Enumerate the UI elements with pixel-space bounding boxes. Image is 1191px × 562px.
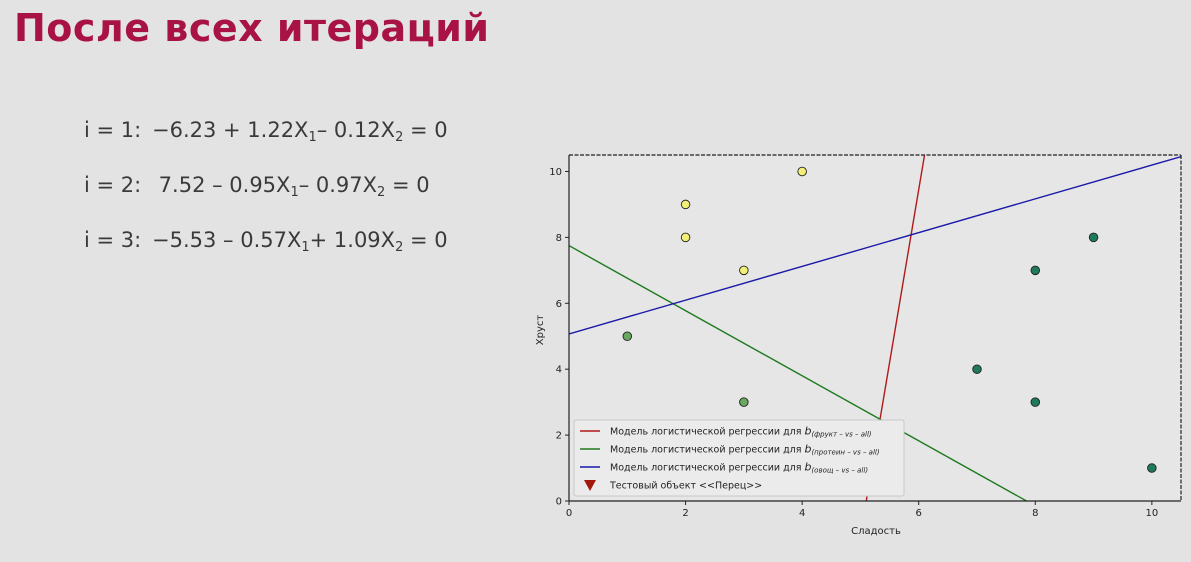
slide-title: После всех итераций bbox=[14, 6, 490, 50]
y-axis-label: Хруст bbox=[535, 315, 546, 346]
legend-label-4: Тестовый объект <<Перец>> bbox=[609, 481, 762, 492]
x-tick-label: 10 bbox=[1145, 508, 1158, 519]
data-point bbox=[680, 232, 691, 243]
series-line-2 bbox=[569, 245, 1027, 501]
subscript: 2 bbox=[377, 185, 386, 200]
data-point bbox=[622, 331, 633, 341]
subscript: 2 bbox=[395, 240, 404, 255]
equation-term: 7.52 – 0.95X bbox=[152, 173, 291, 197]
x-tick-label: 8 bbox=[1032, 508, 1038, 519]
subscript: 1 bbox=[308, 130, 317, 145]
subscript: 1 bbox=[301, 240, 310, 255]
equation-term: + 1.09X bbox=[309, 228, 396, 252]
data-point bbox=[1088, 232, 1099, 243]
equation-label: i = 2: bbox=[84, 173, 142, 197]
y-tick-label: 4 bbox=[556, 365, 562, 376]
data-point bbox=[739, 397, 749, 407]
x-tick-label: 2 bbox=[682, 508, 688, 519]
equation-2: i = 2: 7.52 – 0.95X1– 0.97X2 = 0 bbox=[84, 173, 430, 200]
y-tick-label: 10 bbox=[549, 167, 562, 178]
x-axis-label: Сладость bbox=[851, 526, 901, 537]
legend-label-1: Модель логистической регрессии для b(фру… bbox=[610, 425, 872, 439]
data-point bbox=[680, 199, 691, 210]
data-point bbox=[972, 364, 982, 374]
equation-1: i = 1: −6.23 + 1.22X1– 0.12X2 = 0 bbox=[84, 118, 448, 145]
equation-term: −6.23 + 1.22X bbox=[152, 118, 309, 142]
y-tick-label: 2 bbox=[556, 431, 562, 442]
data-point bbox=[1030, 265, 1041, 276]
equation-term: −5.53 – 0.57X bbox=[152, 228, 302, 252]
equation-label: i = 1: bbox=[84, 118, 142, 142]
x-tick-label: 6 bbox=[916, 508, 922, 519]
y-tick-label: 0 bbox=[556, 497, 562, 508]
equation-rhs: = 0 bbox=[403, 228, 448, 252]
equation-rhs: = 0 bbox=[385, 173, 430, 197]
equation-term: – 0.12X bbox=[316, 118, 396, 142]
subscript: 1 bbox=[290, 185, 299, 200]
data-point bbox=[739, 265, 749, 276]
triangle-marker-icon bbox=[584, 480, 596, 491]
legend-label-2: Модель логистической регрессии для b(про… bbox=[610, 443, 880, 457]
y-tick-label: 8 bbox=[556, 233, 562, 244]
legend bbox=[573, 419, 905, 497]
equation-label: i = 3: bbox=[84, 228, 142, 252]
equation-term: – 0.97X bbox=[298, 173, 378, 197]
subscript: 2 bbox=[395, 130, 404, 145]
x-tick-label: 0 bbox=[566, 508, 572, 519]
legend-label-3: Модель логистической регрессии для b(ово… bbox=[610, 461, 868, 475]
x-tick-label: 4 bbox=[799, 508, 805, 519]
equation-3: i = 3: −5.53 – 0.57X1+ 1.09X2 = 0 bbox=[84, 228, 448, 255]
series-line-3 bbox=[569, 155, 1181, 335]
data-point bbox=[1147, 463, 1157, 473]
y-tick-label: 6 bbox=[556, 299, 562, 310]
data-point bbox=[1030, 397, 1041, 407]
equation-rhs: = 0 bbox=[403, 118, 448, 142]
data-point bbox=[797, 166, 807, 177]
